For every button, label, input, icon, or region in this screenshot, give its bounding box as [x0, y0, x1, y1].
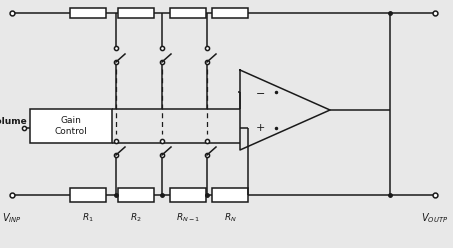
Text: $+$: $+$	[255, 122, 265, 133]
Bar	[118, 188, 154, 202]
Bar	[170, 8, 206, 18]
Text: Gain
Control: Gain Control	[55, 116, 87, 136]
Text: $R_2$: $R_2$	[130, 211, 142, 223]
Bar	[170, 188, 206, 202]
Bar	[70, 8, 106, 18]
Bar	[70, 188, 106, 202]
Bar	[212, 8, 248, 18]
Bar	[30, 109, 112, 143]
Text: Volume: Volume	[0, 118, 28, 126]
Text: $V_{INP}$: $V_{INP}$	[2, 211, 22, 225]
Text: $R_{N-1}$: $R_{N-1}$	[176, 211, 200, 223]
Text: $R_1$: $R_1$	[82, 211, 94, 223]
Bar	[212, 188, 248, 202]
Text: $R_N$: $R_N$	[224, 211, 236, 223]
Bar	[118, 8, 154, 18]
Text: $V_{OUTP}$: $V_{OUTP}$	[421, 211, 448, 225]
Text: $-$: $-$	[255, 87, 265, 97]
